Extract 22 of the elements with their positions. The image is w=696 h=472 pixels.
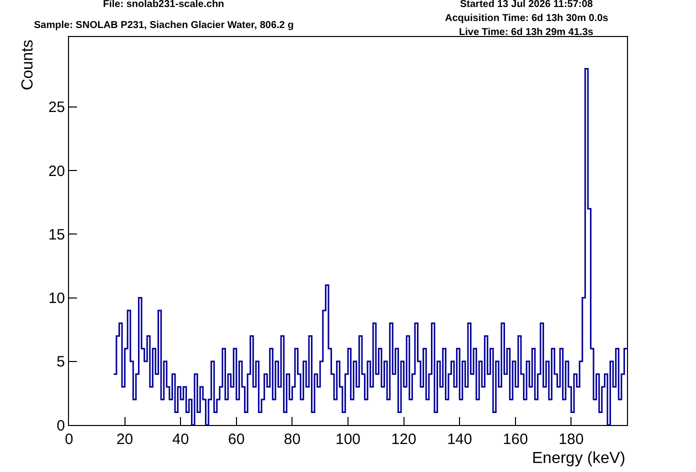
x-tick-label: 160 — [502, 431, 528, 448]
x-tick-label: 100 — [335, 431, 361, 448]
x-tick-label: 120 — [391, 431, 416, 448]
y-axis-title: Counts — [19, 40, 36, 90]
annotation: Live Time: 6d 13h 29m 41.3s — [459, 27, 594, 38]
y-tick-label: 25 — [48, 99, 65, 116]
x-tick-label: 20 — [116, 431, 134, 448]
text: Acquisition Time: 6d 13h 30m 0.0s — [445, 13, 609, 24]
text: Started 13 Jul 2026 11:57:08 — [460, 0, 594, 10]
y-tick-label: 0 — [56, 417, 65, 434]
x-axis-title: Energy (keV) — [532, 450, 626, 467]
x-tick-label: 140 — [447, 431, 472, 448]
y-tick-label: 5 — [56, 354, 65, 371]
y-tick-label: 10 — [48, 290, 65, 308]
x-tick-label: 180 — [558, 431, 584, 448]
y-tick-label: 20 — [48, 162, 65, 180]
x-tick-label: 80 — [284, 431, 301, 448]
x-tick-label: 60 — [228, 431, 245, 448]
x-tick-label: 40 — [172, 431, 189, 448]
text: File: snolab231-scale.chn — [103, 0, 224, 10]
text: Sample: SNOLAB P231, Siachen Glacier Water, 806.2 g — [34, 20, 294, 31]
y-tick-label: 15 — [48, 226, 65, 244]
